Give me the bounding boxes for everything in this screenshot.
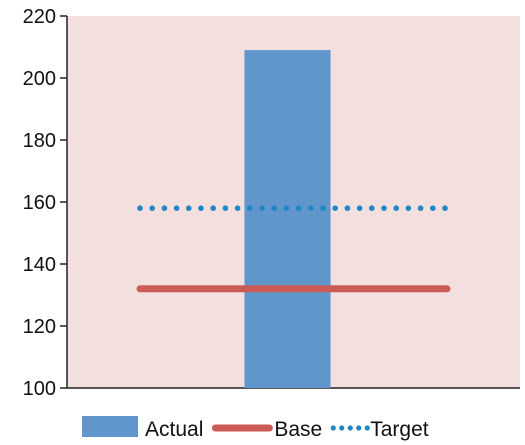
legend-swatch-actual	[82, 416, 138, 437]
target-point	[356, 205, 363, 211]
legend-dot	[364, 425, 370, 431]
target-point	[417, 205, 424, 211]
target-point	[283, 205, 290, 211]
legend-label-actual: Actual	[145, 418, 203, 441]
target-point	[198, 205, 204, 211]
y-tick-label: 120	[23, 316, 56, 338]
legend-swatch-target	[330, 425, 370, 431]
y-tick-label: 180	[23, 130, 56, 152]
target-point	[137, 205, 143, 211]
target-point	[173, 205, 180, 211]
legend-dot	[347, 425, 353, 431]
bar-actual	[244, 50, 331, 388]
legend-dot	[339, 425, 345, 431]
target-point	[234, 205, 241, 211]
y-tick-label: 220	[23, 6, 56, 28]
target-point	[247, 205, 253, 211]
series-line-target	[137, 205, 448, 211]
target-point	[369, 205, 375, 211]
target-point	[259, 205, 265, 211]
target-point	[344, 205, 351, 211]
legend: Actual Base Target	[82, 416, 429, 441]
target-point	[161, 205, 168, 211]
chart-marks	[136, 50, 451, 388]
target-point	[405, 205, 412, 211]
target-point	[186, 205, 192, 211]
target-point	[320, 205, 326, 211]
target-point	[381, 205, 387, 211]
y-tick-label: 140	[23, 254, 56, 276]
target-point	[332, 205, 339, 211]
target-point	[210, 205, 216, 211]
target-point	[222, 205, 229, 211]
target-point	[149, 205, 155, 211]
legend-dot	[330, 425, 336, 431]
y-tick-label: 100	[23, 378, 56, 400]
target-point	[442, 205, 448, 211]
y-tick-label: 200	[23, 68, 56, 90]
legend-label-target: Target	[370, 418, 429, 441]
target-point	[308, 205, 314, 211]
legend-dot	[356, 425, 362, 431]
target-point	[295, 205, 302, 211]
y-tick-label: 160	[23, 192, 56, 214]
target-point	[430, 205, 436, 211]
legend-label-base: Base	[274, 418, 322, 441]
target-point	[393, 205, 400, 211]
target-point	[271, 205, 278, 211]
